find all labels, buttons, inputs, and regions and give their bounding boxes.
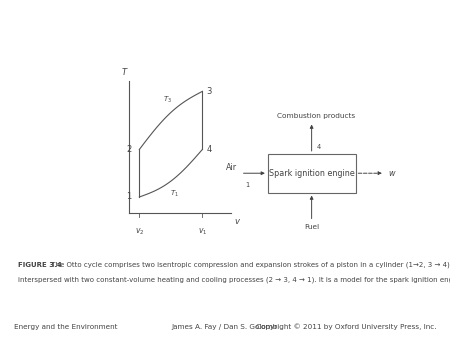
Text: v: v [235, 217, 240, 226]
Text: $T_1$: $T_1$ [170, 189, 179, 199]
Text: 3: 3 [207, 87, 212, 96]
Text: Energy and the Environment: Energy and the Environment [14, 323, 117, 330]
Text: Copyright © 2011 by Oxford University Press, Inc.: Copyright © 2011 by Oxford University Pr… [256, 323, 436, 330]
Bar [268, 154, 356, 193]
Text: 4: 4 [317, 144, 321, 150]
Text: FIGURE 3.4: FIGURE 3.4 [18, 262, 62, 268]
Text: T: T [122, 68, 127, 77]
Text: Fuel: Fuel [304, 224, 319, 230]
Text: Spark ignition engine: Spark ignition engine [269, 169, 355, 178]
Text: interspersed with two constant-volume heating and cooling processes (2 → 3, 4 → : interspersed with two constant-volume he… [18, 276, 450, 283]
Text: Combustion products: Combustion products [277, 113, 355, 119]
Text: w: w [388, 169, 395, 178]
Text: 1: 1 [126, 192, 131, 201]
Text: 2: 2 [126, 145, 131, 154]
Text: $T_3$: $T_3$ [163, 95, 172, 105]
Text: 4: 4 [207, 145, 212, 154]
Text: 1: 1 [245, 182, 250, 188]
Text: $v_1$: $v_1$ [198, 226, 207, 237]
Text: James A. Fay / Dan S. Golomb: James A. Fay / Dan S. Golomb [172, 323, 278, 330]
Text: Air: Air [226, 163, 237, 172]
Text: $v_2$: $v_2$ [135, 226, 144, 237]
Text: The Otto cycle comprises two isentropic compression and expansion strokes of a p: The Otto cycle comprises two isentropic … [49, 262, 450, 268]
